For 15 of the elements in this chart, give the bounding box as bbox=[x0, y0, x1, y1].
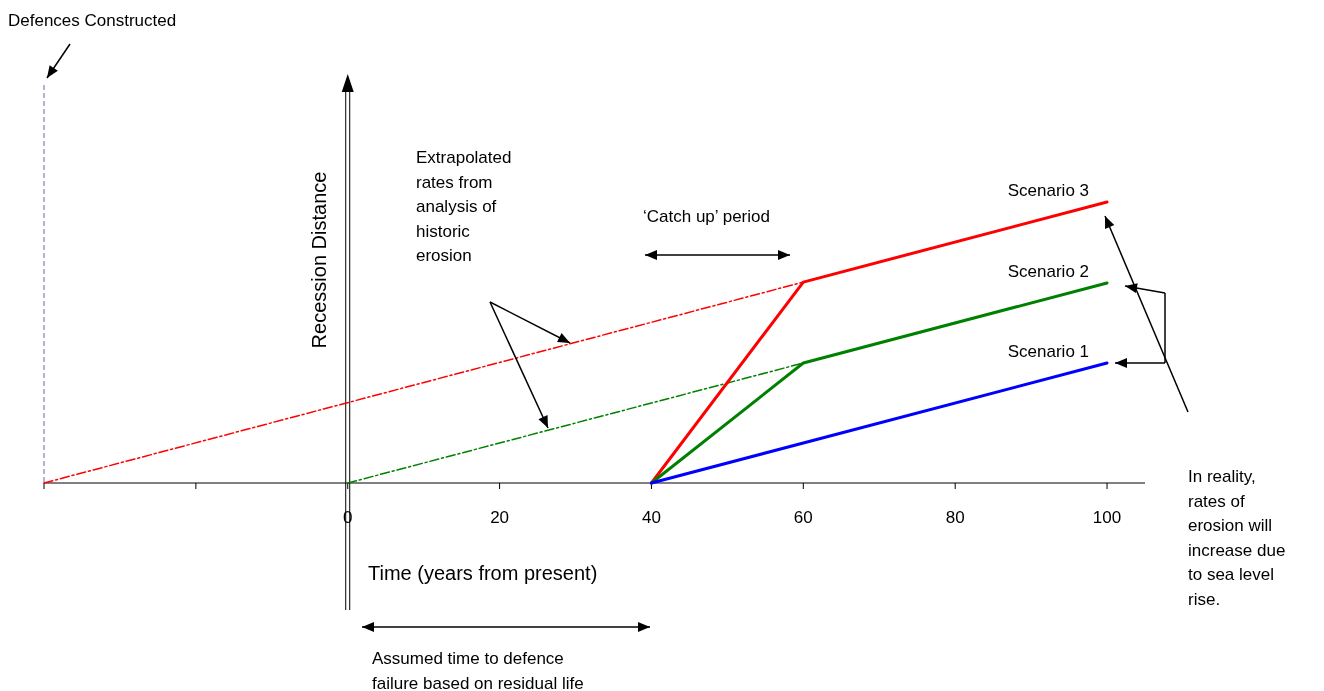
annotation: Extrapolated rates from analysis of historic erosion bbox=[416, 148, 512, 265]
x-axis-title: Time (years from present) bbox=[368, 562, 598, 584]
x-tick-label: 80 bbox=[945, 508, 965, 527]
x-tick-label: 60 bbox=[793, 508, 813, 527]
series-label: Scenario 1 bbox=[1007, 342, 1090, 362]
text: In reality, rates of erosion will increase due to sea level rise. bbox=[1188, 467, 1286, 609]
series-label: Scenario 2 bbox=[1007, 261, 1090, 281]
series-label: Scenario 3 bbox=[1007, 181, 1090, 200]
y-axis-title: Recession Distance bbox=[308, 171, 330, 349]
x-tick-label: 100 bbox=[1092, 508, 1122, 527]
annotation: ‘Catch up’ period bbox=[643, 207, 770, 226]
text: Assumed time to defence failure based on residual life bbox=[372, 649, 584, 691]
x-tick-label: 40 bbox=[641, 508, 661, 527]
ref-line-label: Defences Constructed bbox=[8, 11, 177, 30]
x-tick-label: 20 bbox=[490, 508, 510, 527]
